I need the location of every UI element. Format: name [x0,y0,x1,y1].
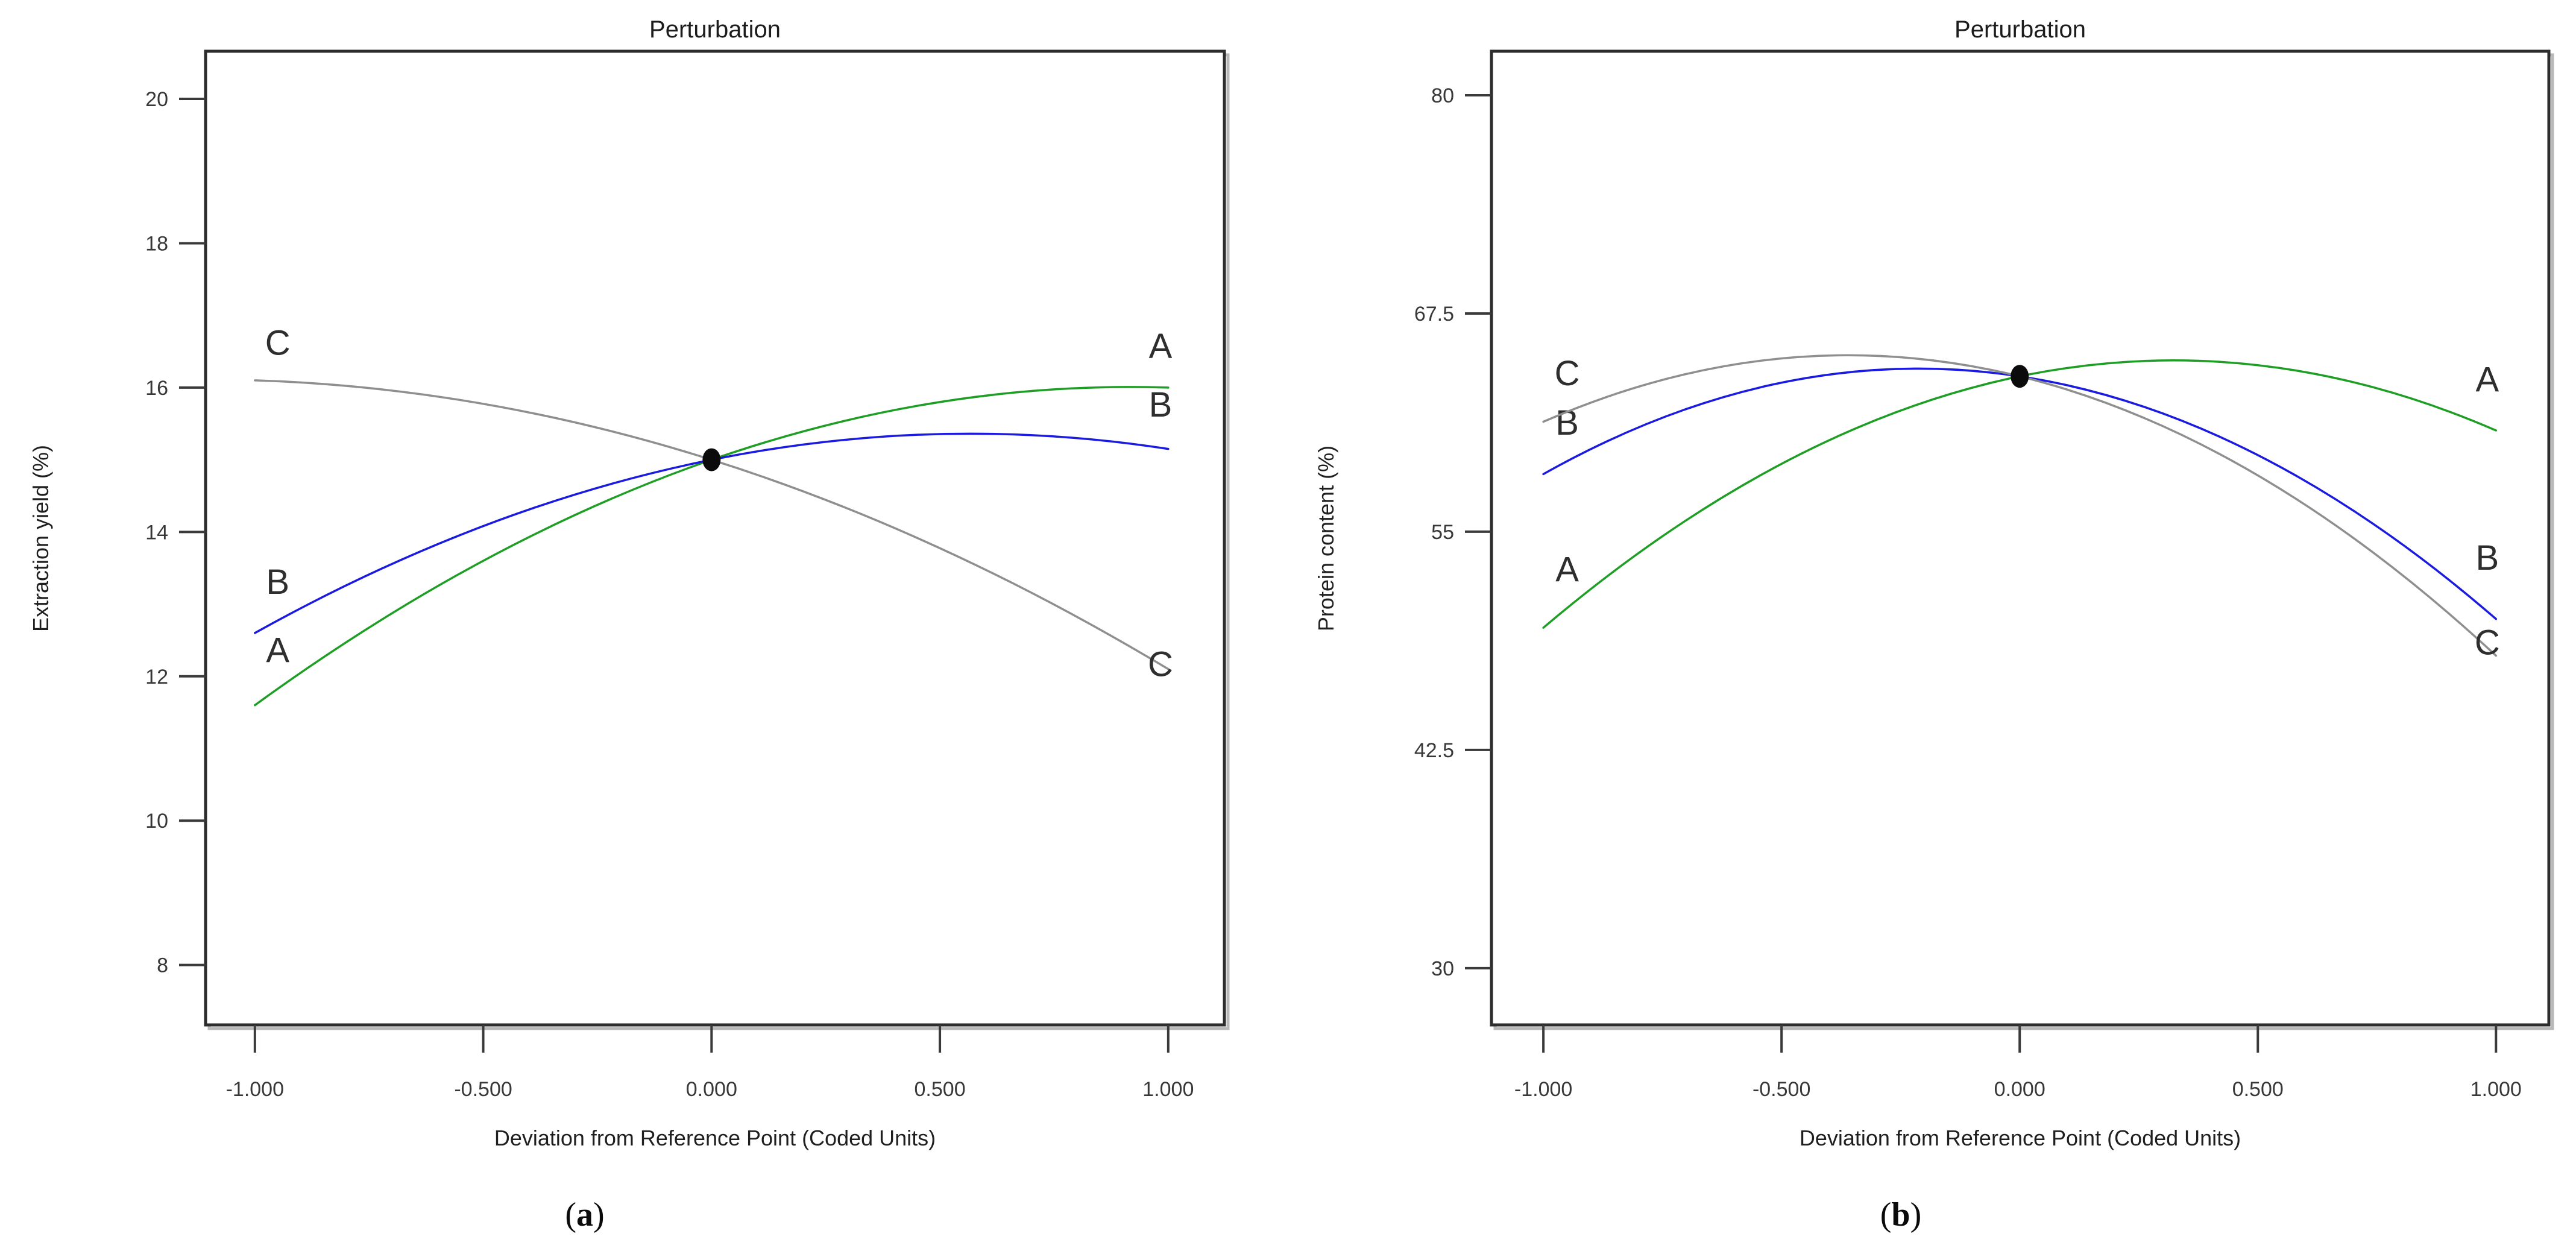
y-tick-label: 67.5 [1414,303,1454,326]
y-tick-label: 14 [145,521,168,544]
x-tick-label: 0.500 [915,1078,966,1101]
chart-a-x-axis-title: Deviation from Reference Point (Coded Un… [494,1126,936,1150]
caption-b-letter: b [1891,1196,1910,1234]
x-tick-label: -0.500 [454,1078,512,1101]
chart-b-x-axis-title: Deviation from Reference Point (Coded Un… [1800,1126,2241,1150]
chart-b-plot-area: 30 42.5 55 67.5 80 -1.000 -0.500 0.000 0.500 1.00… [1414,49,2554,1101]
reference-point-dot [2011,365,2029,388]
chart-b-y-axis-title: Protein content (%) [1314,446,1338,631]
caption-a-close: ) [593,1196,605,1234]
chart-a-plot-area: 8 10 12 14 16 18 20 -1.000 -0.500 0.000 0.500 1.000… [145,49,1230,1101]
series-label-C-left: C [1555,354,1580,393]
y-tick-label: 30 [1431,957,1454,980]
y-tick-label: 16 [145,377,168,400]
chart-a-y-axis-title: Extraction yield (%) [28,445,53,632]
caption-a-letter: a [576,1196,593,1234]
caption-a-open: ( [565,1196,576,1234]
y-tick-label: 55 [1431,521,1454,544]
series-label-A-left: A [266,631,289,670]
y-tick-label: 12 [145,666,168,688]
y-tick-label: 8 [157,954,168,977]
chart-a: 8 10 12 14 16 18 20 -1.000 -0.500 0.000 0.500 1.000… [28,16,1230,1234]
chart-b-title: Perturbation [1954,16,2086,43]
series-label-B-left: B [266,562,289,602]
y-tick-label: 80 [1431,84,1454,107]
chart-b: 30 42.5 55 67.5 80 -1.000 -0.500 0.000 0.500 1.00… [1314,16,2554,1234]
chart-a-caption: (a) [565,1196,604,1234]
y-tick-label: 10 [145,810,168,833]
caption-b-open: ( [1880,1196,1892,1234]
reference-point-dot [702,448,721,471]
x-tick-label: -0.500 [1752,1078,1810,1101]
series-label-A-right: A [2475,360,2499,399]
series-label-B-right: B [1149,385,1173,424]
series-label-C-right: C [2475,623,2500,663]
series-label-C-right: C [1148,644,1173,684]
x-tick-label: -1.000 [226,1078,284,1101]
caption-b-close: ) [1910,1196,1922,1234]
chart-a-title: Perturbation [649,16,781,43]
x-tick-label: -1.000 [1514,1078,1572,1101]
x-tick-label: 0.500 [2232,1078,2284,1101]
y-tick-label: 42.5 [1414,739,1454,762]
plot-frame [204,49,1226,1027]
x-tick-label: 1.000 [2471,1078,2522,1101]
series-label-A-right: A [1149,327,1173,366]
series-label-B-right: B [2475,538,2499,578]
plot-frame [1490,49,2551,1027]
y-tick-label: 18 [145,232,168,255]
chart-b-caption: (b) [1880,1196,1921,1234]
series-label-C-left: C [265,323,291,362]
x-tick-label: 0.000 [686,1078,737,1101]
x-tick-label: 0.000 [1994,1078,2045,1101]
x-tick-label: 1.000 [1142,1078,1194,1101]
series-label-A-left: A [1555,550,1579,589]
y-tick-label: 20 [145,88,168,111]
